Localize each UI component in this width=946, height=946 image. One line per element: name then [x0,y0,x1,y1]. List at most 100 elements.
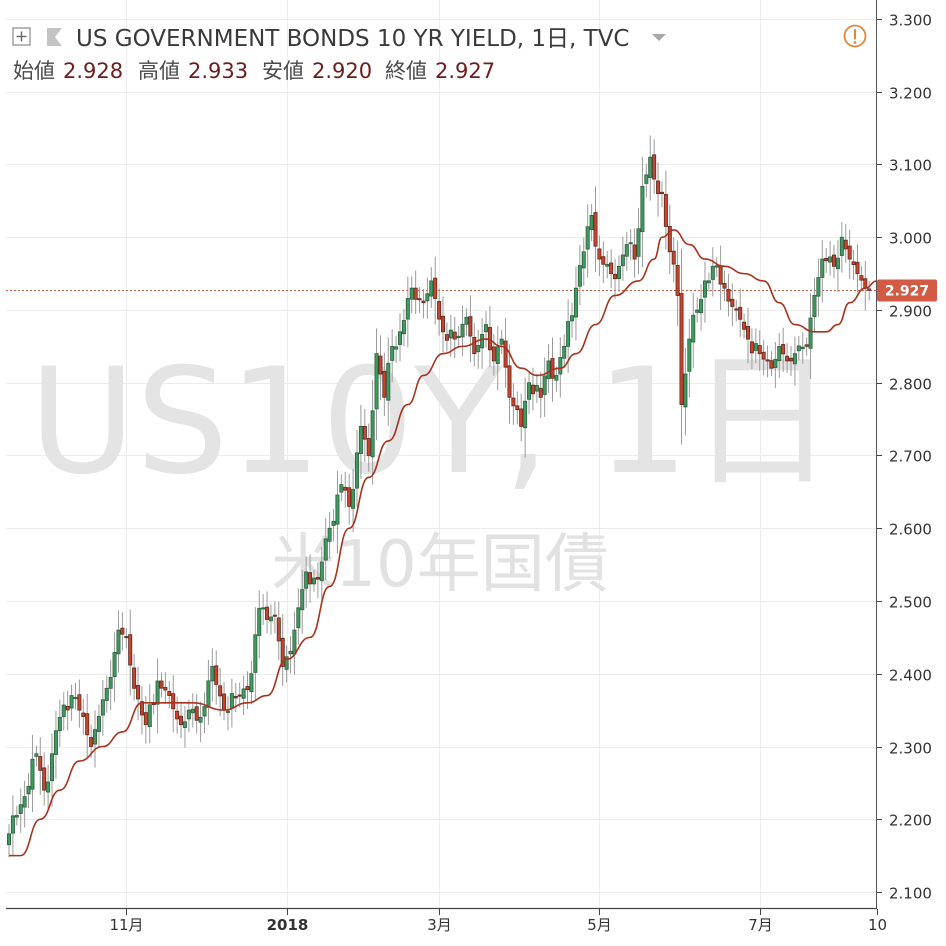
candle-body [167,691,172,696]
candle-body [46,781,51,793]
open-value: 2.928 [63,59,123,83]
candle [46,764,51,810]
watermark-symbol: US10Y, 1日 [29,337,835,507]
y-tick-label: 2.500 [889,594,932,612]
candle-body [718,265,723,285]
candle-body [835,257,840,270]
candle [495,326,500,391]
candle [734,299,739,322]
candle-body [237,694,242,697]
price-axis-bg [876,0,946,942]
candle [867,280,872,301]
price-axis[interactable]: 2.100 2.200 2.300 2.400 2.500 2.600 2.700 2.800… [877,12,932,903]
candle [362,408,367,462]
candle-body [648,156,653,179]
candle-body [507,365,512,398]
expand-button[interactable] [12,27,31,46]
candle-body [421,300,426,304]
candle-body [820,258,825,278]
candle-body [108,676,113,689]
candle [159,672,164,698]
candle-body [581,251,586,269]
candle-body [640,185,645,233]
candle [167,680,172,709]
candle-body [613,273,618,280]
candle [636,207,641,275]
candle-body [194,706,199,721]
candle-body [726,289,731,302]
candle [210,648,215,702]
candle-body [542,375,547,395]
candle [354,429,359,508]
candle [85,693,90,757]
candle-body [785,355,790,362]
low-label: 安値 [262,59,304,83]
candle-body [261,607,266,610]
candle-body [671,250,676,265]
candle-body [601,256,606,265]
caret-down-icon[interactable] [652,34,666,41]
y-tick-label: 2.900 [889,303,932,321]
candle [268,604,273,635]
candle-body [663,193,668,227]
candle [143,696,148,744]
candle-body [18,804,23,814]
candle [773,342,778,389]
candle-body [679,293,684,405]
candle-body [577,265,582,287]
candle [820,239,825,303]
candle-body [351,489,356,509]
candle [358,404,363,479]
candle-body [562,345,567,359]
candle-body [308,572,313,585]
candle-body [198,717,203,723]
candle [89,724,94,758]
candle [534,374,539,403]
candle [808,293,813,379]
candle-body [495,346,500,365]
candle [81,699,86,735]
candle [613,258,618,300]
candle [753,328,758,364]
candle-body [765,359,770,362]
candle-body [527,382,532,400]
candle [452,316,457,359]
candle-body [265,606,270,620]
candle-body [284,656,289,670]
candle-body [272,614,277,617]
candle [738,288,743,337]
low-value: 2.920 [312,59,372,83]
x-tick-label: 7月 [748,916,773,934]
candle [7,824,12,858]
candle [804,337,809,356]
candle [706,272,711,292]
candle-body [616,265,621,280]
watermark: US10Y, 1日 米10年国債 [29,337,835,602]
candle [777,333,782,378]
candle [835,240,840,293]
candle-body [323,538,328,561]
candle-body [347,487,352,507]
candle [65,690,70,731]
flag-icon[interactable] [47,28,62,46]
candle [401,308,406,347]
candle [444,322,449,352]
alert-button[interactable] [843,24,867,48]
candle [370,380,375,485]
candle [96,704,101,747]
y-tick-label: 2.100 [889,885,932,903]
candle-body [300,589,305,611]
y-tick-label: 2.800 [889,376,932,394]
candle-body [503,340,508,368]
candle [675,240,680,326]
candle-body [796,345,801,352]
candle [745,307,750,364]
candle-body [695,309,700,313]
candle-body [354,452,359,489]
time-axis[interactable]: 11月 2018 3月 5月 7月 10 [109,909,887,934]
candle-body [472,337,477,355]
candle-body [182,721,187,728]
candle [186,699,191,733]
candle [311,569,316,592]
